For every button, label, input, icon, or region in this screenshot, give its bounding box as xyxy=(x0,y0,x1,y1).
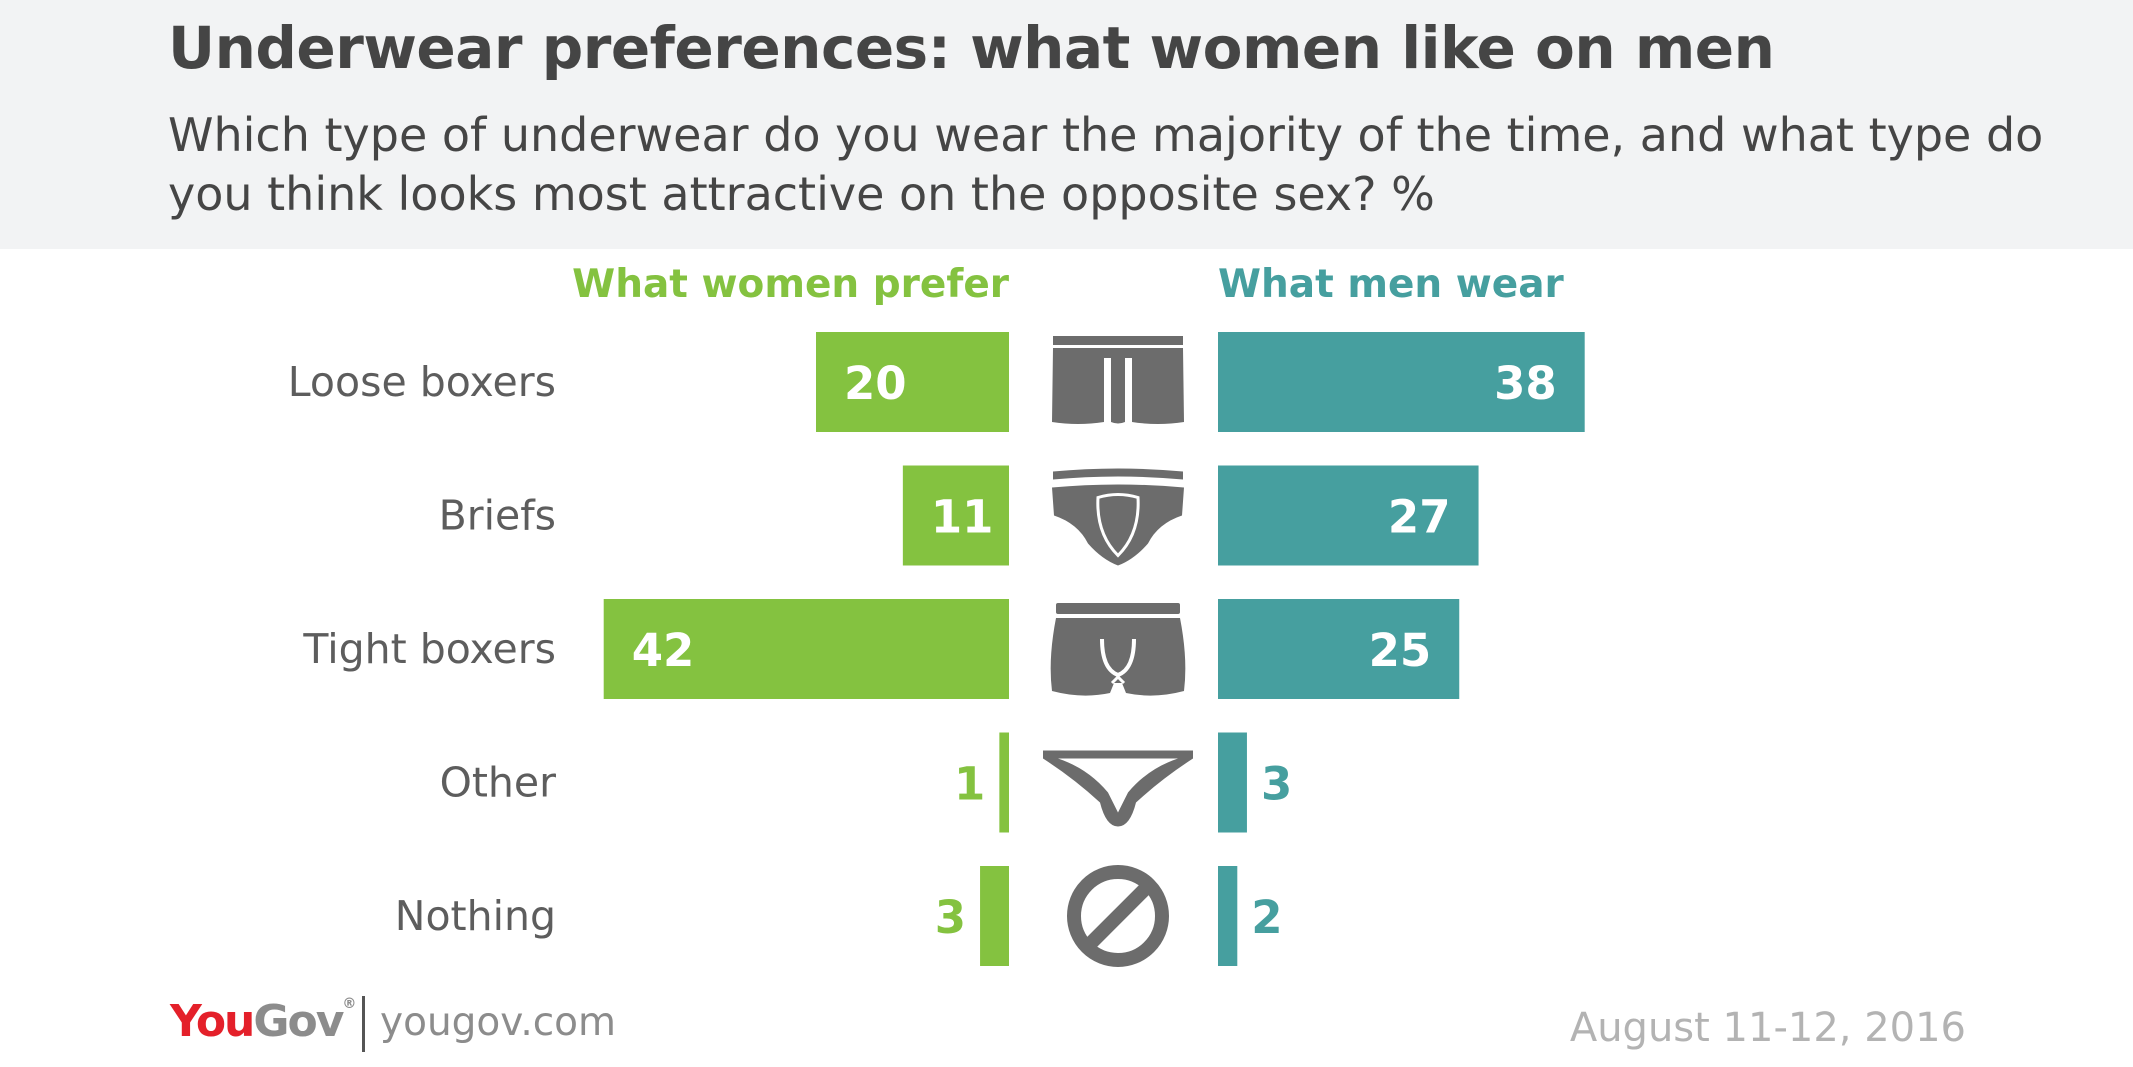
footer-date: August 11-12, 2016 xyxy=(1569,1005,1966,1051)
value-label-women: 3 xyxy=(935,891,966,944)
category-label: Loose boxers xyxy=(288,358,556,406)
bar-women xyxy=(980,866,1009,966)
bar-men xyxy=(1218,732,1247,833)
chart-title: Underwear preferences: what women like o… xyxy=(168,14,1775,82)
value-label-men: 27 xyxy=(1388,491,1451,544)
chart-subtitle: Which type of underwear do you wear the … xyxy=(168,108,2044,221)
category-label: Other xyxy=(440,759,557,807)
bar-men xyxy=(1218,332,1585,432)
legend-women: What women prefer xyxy=(572,262,1009,307)
category-label: Briefs xyxy=(439,492,556,540)
value-label-women: 42 xyxy=(632,624,695,677)
value-label-women: 20 xyxy=(844,357,907,410)
loose-boxers-icon xyxy=(1052,336,1184,424)
category-label: Tight boxers xyxy=(302,625,556,673)
category-label: Nothing xyxy=(395,892,556,940)
bar-men xyxy=(1218,599,1460,699)
value-label-men: 3 xyxy=(1261,758,1292,811)
thong-icon xyxy=(1043,750,1193,827)
bar-women xyxy=(816,332,1009,432)
briefs-icon xyxy=(1052,468,1184,566)
footer-site: yougov.com xyxy=(380,1000,617,1045)
yougov-logo: YouGov® xyxy=(170,996,357,1047)
bar-men xyxy=(1218,866,1238,966)
tight-boxers-icon xyxy=(1050,603,1186,696)
bar-women xyxy=(603,599,1009,699)
value-label-men: 38 xyxy=(1494,357,1557,410)
legend-men: What men wear xyxy=(1218,262,1564,307)
value-label-women: 11 xyxy=(931,491,994,544)
value-label-women: 1 xyxy=(954,758,985,811)
header-band xyxy=(0,0,2133,249)
bar-men xyxy=(1218,465,1479,566)
bar-women xyxy=(999,732,1009,833)
prohibited-icon xyxy=(1067,865,1169,967)
bar-women xyxy=(902,465,1009,566)
value-label-men: 2 xyxy=(1251,891,1282,944)
value-label-men: 25 xyxy=(1369,624,1432,677)
footer-divider xyxy=(362,996,365,1052)
